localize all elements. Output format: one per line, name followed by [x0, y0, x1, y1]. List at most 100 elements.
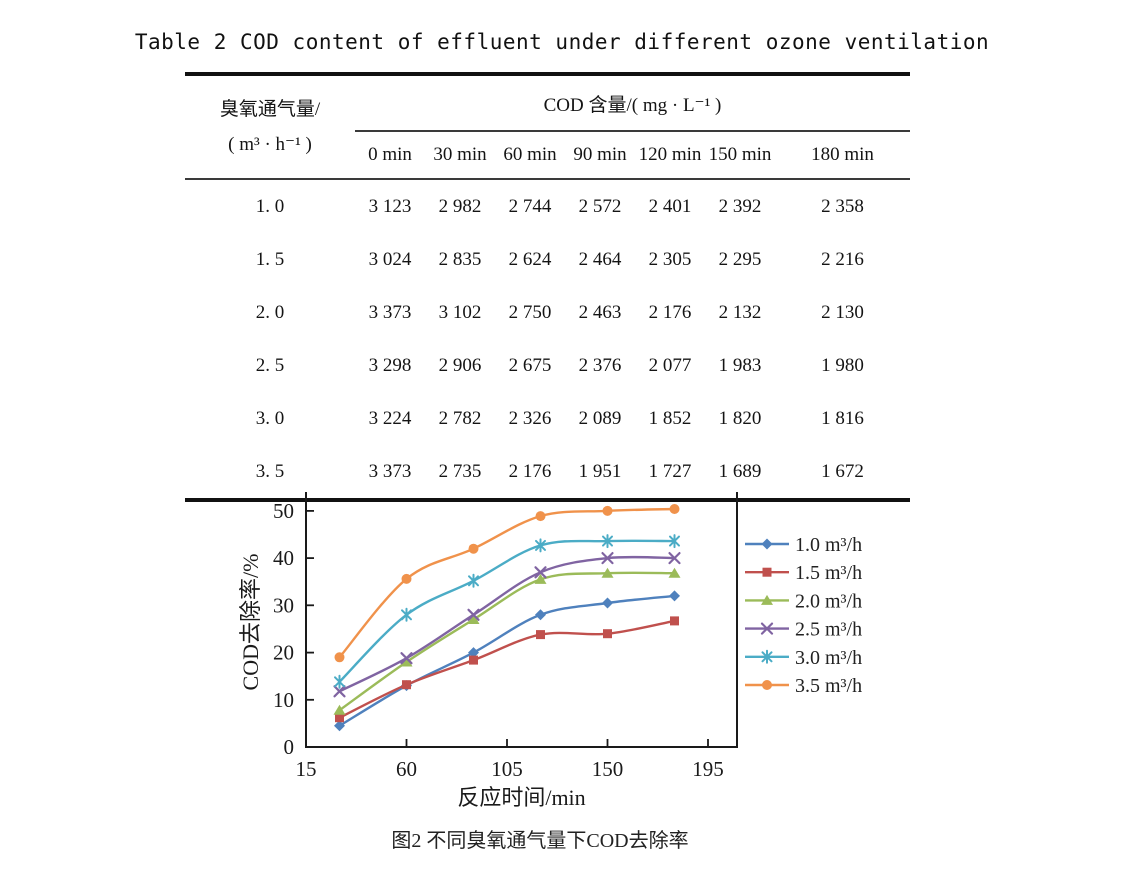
- triangle-marker: [601, 567, 614, 578]
- cod-table: 臭氧通气量/ ( m³ · h⁻¹ ) COD 含量/( mg · L⁻¹ ) …: [185, 72, 911, 502]
- tick-marks: [306, 509, 709, 747]
- x-axis-label: 反应时间/min: [457, 785, 585, 810]
- series-line: [338, 555, 676, 693]
- time-header-row: 0 min 30 min 60 min 90 min 120 min 150 m…: [185, 131, 911, 180]
- cod-value-cell: 2 216: [821, 248, 864, 270]
- time-header-60min: 60 min: [495, 131, 565, 180]
- cod-value-cell: 2 982: [438, 195, 482, 217]
- flow-cell: 1. 0: [255, 195, 285, 217]
- legend-item: 2.5 m³/h: [745, 619, 862, 641]
- flow-cell: 2. 0: [255, 301, 285, 323]
- cod-value-cell: 2 132: [718, 301, 762, 323]
- cod-value-cell: 2 295: [718, 248, 762, 270]
- cod-value-cell: 2 675: [508, 354, 552, 376]
- cod-value-cell: 2 401: [648, 195, 692, 217]
- y-tick-label: 40: [273, 546, 294, 570]
- flow-cell: 3. 5: [255, 460, 285, 482]
- time-header-30min: 30 min: [425, 131, 495, 180]
- y-tick-label: 50: [273, 499, 294, 523]
- series-line: [338, 619, 676, 719]
- table-header: 臭氧通气量/ ( m³ · h⁻¹ ) COD 含量/( mg · L⁻¹ ) …: [185, 74, 911, 180]
- legend-item: 1.0 m³/h: [745, 534, 862, 556]
- cod-value-cell: 1 689: [718, 460, 762, 482]
- series-1.0: [334, 590, 680, 732]
- star-marker: [334, 674, 345, 689]
- x-marker: [400, 652, 413, 665]
- triangle-marker: [333, 704, 346, 715]
- square-marker: [670, 616, 679, 626]
- table-row: 2. 0 3 373 3 102 2 750 2 463 2 176 2 132 2 130: [185, 286, 910, 339]
- legend: 1.0 m³/h 1.5 m³/h 2.0 m³/h 2.5 m³/h 3.0 m³/h…: [745, 534, 862, 697]
- cod-value-cell: 2 572: [578, 195, 622, 217]
- square-marker: [469, 655, 478, 665]
- legend-label: 2.0 m³/h: [795, 590, 862, 612]
- time-header-180min: 180 min: [775, 131, 911, 180]
- square-marker: [536, 630, 545, 640]
- cod-value-cell: 2 130: [821, 301, 864, 323]
- cod-value-cell: 3 298: [368, 354, 412, 376]
- legend-label: 2.5 m³/h: [795, 619, 862, 641]
- circle-marker: [401, 573, 412, 584]
- circle-marker: [762, 680, 772, 690]
- diamond-marker: [669, 590, 680, 602]
- cod-value-cell: 2 624: [508, 248, 552, 270]
- cod-value-cell: 2 305: [648, 248, 692, 270]
- cod-value-cell: 3 373: [368, 460, 412, 482]
- series-3.0: [334, 534, 680, 689]
- flow-cell: 1. 5: [255, 248, 285, 270]
- cod-value-cell: 2 358: [821, 195, 864, 217]
- series-line: [338, 571, 676, 712]
- series-line: [338, 507, 676, 659]
- cod-value-cell: 3 224: [368, 407, 412, 429]
- series-3.5: [334, 504, 680, 663]
- series-line: [338, 539, 676, 683]
- series-1.5: [335, 616, 679, 723]
- cod-value-cell: 2 376: [578, 354, 622, 376]
- cod-value-cell: 1 983: [718, 354, 762, 376]
- x-marker: [467, 608, 480, 621]
- cod-value-cell: 2 176: [648, 301, 692, 323]
- circle-marker: [334, 652, 345, 663]
- y-tick-label: 0: [284, 735, 295, 759]
- x-tick-label: 195: [692, 757, 724, 781]
- circle-marker: [602, 505, 613, 516]
- cod-value-cell: 3 102: [438, 301, 482, 323]
- cod-value-cell: 1 980: [821, 354, 864, 376]
- cod-value-cell: 2 906: [438, 354, 482, 376]
- cod-value-cell: 2 464: [578, 248, 622, 270]
- cod-value-cell: 2 744: [508, 195, 552, 217]
- cod-value-cell: 1 672: [821, 460, 864, 482]
- legend-label: 1.0 m³/h: [795, 534, 862, 556]
- series-2.5: [333, 552, 681, 698]
- cod-value-cell: 2 782: [438, 407, 482, 429]
- legend-label: 3.0 m³/h: [795, 647, 862, 669]
- table-row: 3. 5 3 373 2 735 2 176 1 951 1 727 1 689 1 672: [185, 445, 910, 500]
- diamond-marker: [761, 538, 773, 550]
- y-tick-label: 30: [273, 593, 294, 617]
- y-tick-label: 20: [273, 641, 294, 665]
- table-row: 2. 5 3 298 2 906 2 675 2 376 2 077 1 983 1 980: [185, 339, 910, 392]
- legend-item: 3.0 m³/h: [745, 647, 862, 669]
- cod-value-cell: 3 024: [368, 248, 412, 270]
- square-marker: [762, 567, 772, 577]
- x-tick-label: 15: [296, 757, 317, 781]
- x-marker: [601, 552, 614, 565]
- series-line: [338, 594, 676, 727]
- cod-removal-chart: 0 10 20 30 40 50 15 60 105 150 195 反应时间/min COD去除率/%…: [238, 492, 862, 810]
- y-tick-label: 10: [273, 688, 294, 712]
- circle-marker: [468, 543, 479, 554]
- flow-header-line1: 臭氧通气量/: [219, 99, 321, 120]
- star-marker: [602, 534, 613, 549]
- table-row: 1. 5 3 024 2 835 2 624 2 464 2 305 2 295 2 216: [185, 233, 910, 286]
- time-header-0min: 0 min: [355, 131, 425, 180]
- cod-value-cell: 2 089: [578, 407, 622, 429]
- cod-value-cell: 3 123: [368, 195, 412, 217]
- cod-value-cell: 1 820: [718, 407, 762, 429]
- square-marker: [402, 680, 411, 690]
- legend-item: 1.5 m³/h: [745, 562, 862, 584]
- diamond-marker: [468, 647, 479, 659]
- cod-value-cell: 1 852: [648, 407, 692, 429]
- star-marker: [535, 538, 546, 553]
- diamond-marker: [535, 609, 546, 621]
